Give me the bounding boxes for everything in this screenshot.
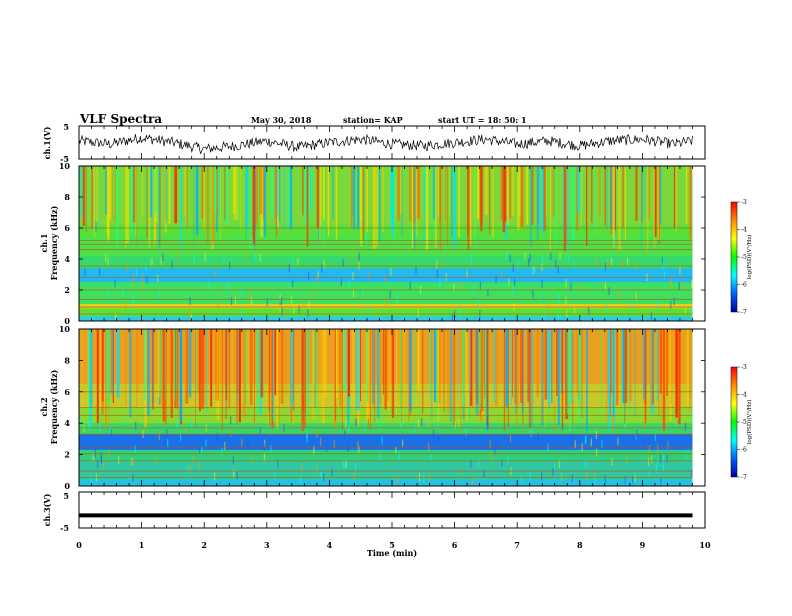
time-tick-label: 8 <box>577 540 583 550</box>
ch1-colorbar: log(PSD)(V²/Hz) -3 -4 -5 -6 -7 <box>730 199 753 316</box>
figure-title: VLF Spectra <box>79 112 162 126</box>
time-axis-ticks <box>78 126 706 528</box>
time-tick-label: 0 <box>76 540 82 550</box>
frequency-tick-label: 0 <box>64 481 70 491</box>
start-time-label: start UT = 18: 50: 1 <box>438 115 527 125</box>
ch1-colorbar-label: log(PSD)(V²/Hz) <box>746 235 753 280</box>
ch2-spectrogram-image <box>79 329 705 486</box>
time-tick-label: 4 <box>327 540 333 550</box>
frequency-tick-label: 2 <box>64 285 70 295</box>
ch1-channel-ylabel: ch.1 <box>39 233 49 252</box>
colorbar-tick-label: -6 <box>741 447 747 454</box>
frequency-tick-label: 2 <box>64 450 70 460</box>
ch2-channel-ylabel: ch.2 <box>39 397 49 416</box>
frequency-tick-label: 4 <box>64 418 70 428</box>
time-tick-label: 5 <box>389 540 395 550</box>
ch3-ytick-top: 5 <box>63 491 69 501</box>
frequency-tick-label: 0 <box>64 316 70 326</box>
time-axis-label: Time (min) <box>367 548 417 558</box>
ch1-spectrogram-panel: 0 2 4 6 8 10 ch.1 Frequency (kHz) <box>39 161 706 326</box>
ch1-voltage-ylabel: ch.1(V) <box>42 126 52 159</box>
ch2-colorbar-label: log(PSD)(V²/Hz) <box>746 400 753 445</box>
ch1-ytick-top: 5 <box>63 122 69 132</box>
frequency-tick-label: 6 <box>64 223 70 233</box>
colorbar-tick-label: -4 <box>741 392 747 399</box>
ch2-colorbar: log(PSD)(V²/Hz) -3 -4 -5 -6 -7 <box>730 364 753 481</box>
ch1-waveform-line <box>78 133 693 155</box>
frequency-tick-label: 10 <box>59 161 71 171</box>
ch3-voltage-ylabel: ch.3(V) <box>42 493 52 526</box>
station-label: station= KAP <box>343 115 403 125</box>
frequency-tick-label: 6 <box>64 387 70 397</box>
time-tick-label: 2 <box>201 540 207 550</box>
frequency-tick-label: 8 <box>64 355 70 365</box>
date-label: May 30, 2018 <box>251 115 312 125</box>
time-tick-label: 7 <box>514 540 520 550</box>
colorbar-tick-label: -7 <box>741 474 747 481</box>
ch1-ytick-bottom: -5 <box>60 154 69 164</box>
colorbar-tick-label: -6 <box>741 282 747 289</box>
colorbar-tick-label: -3 <box>741 199 747 206</box>
time-tick-label: 1 <box>139 540 145 550</box>
colorbar-tick-label: -3 <box>741 364 747 371</box>
ch1-spectrogram-image <box>79 166 705 321</box>
colorbar-tick-label: -5 <box>741 254 747 261</box>
time-tick-label: 9 <box>640 540 646 550</box>
colorbar-tick-label: -7 <box>741 309 747 316</box>
frequency-tick-label: 4 <box>64 254 70 264</box>
time-tick-label: 3 <box>264 540 270 550</box>
time-tick-label: 6 <box>452 540 458 550</box>
colorbar-tick-label: -4 <box>741 227 747 234</box>
ch1-frequency-ylabel: Frequency (kHz) <box>49 205 59 280</box>
ch3-ytick-bottom: -5 <box>60 523 69 533</box>
time-tick-label: 10 <box>699 540 711 550</box>
frequency-tick-label: 8 <box>64 192 70 202</box>
ch2-spectrogram-panel: 0 2 4 6 8 10 ch.2 Frequency (kHz) <box>39 324 706 491</box>
frequency-tick-label: 10 <box>59 324 71 334</box>
colorbar-tick-label: -5 <box>741 419 747 426</box>
time-axis-tick-labels: 0 1 2 3 4 5 6 7 8 9 10 <box>76 540 711 550</box>
ch2-frequency-ylabel: Frequency (kHz) <box>49 369 59 444</box>
